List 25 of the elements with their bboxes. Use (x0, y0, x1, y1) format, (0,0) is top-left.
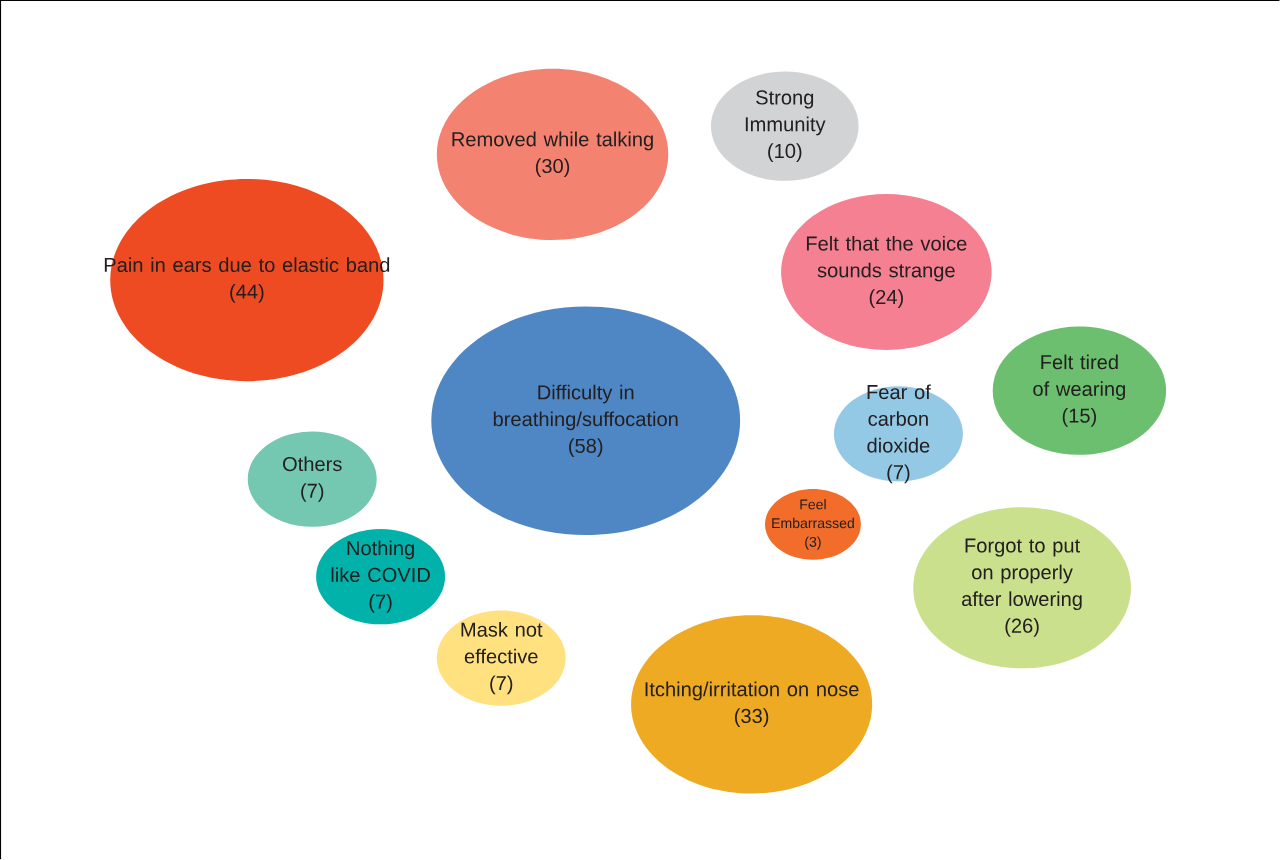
category-label: Nothing like COVID (331, 540, 430, 583)
category-label: Strong Immunity (745, 90, 826, 136)
data-label: (7) (301, 483, 324, 502)
data-label: (7) (490, 675, 513, 695)
data-label: (10) (768, 143, 802, 163)
category-label: Fear of carbon dioxide (867, 384, 931, 453)
category-label: Mask not effective (461, 622, 543, 664)
data-label: (44) (230, 284, 264, 303)
data-label: (30) (535, 158, 570, 178)
data-label: (24) (869, 289, 903, 309)
category-label: Feel Embarrassed (772, 499, 854, 529)
data-label: (7) (887, 464, 910, 484)
data-label: (58) (569, 438, 603, 458)
category-label: Forgot to put on properly after lowering (962, 538, 1082, 611)
category-label: Difficulty in breathing/suffocation (493, 384, 678, 431)
category-label: Others (283, 456, 342, 472)
category-label: Felt that the voice sounds strange (806, 236, 967, 282)
category-label: Felt tired of wearing (1033, 354, 1126, 401)
category-label: Removed while talking (452, 131, 653, 151)
data-label: (7) (369, 594, 392, 613)
data-label: (26) (1005, 618, 1039, 637)
category-label: Itching/irritation on nose (645, 681, 859, 701)
data-label: (33) (734, 708, 769, 728)
data-label: (15) (1062, 408, 1097, 427)
data-label: (3) (805, 536, 821, 550)
